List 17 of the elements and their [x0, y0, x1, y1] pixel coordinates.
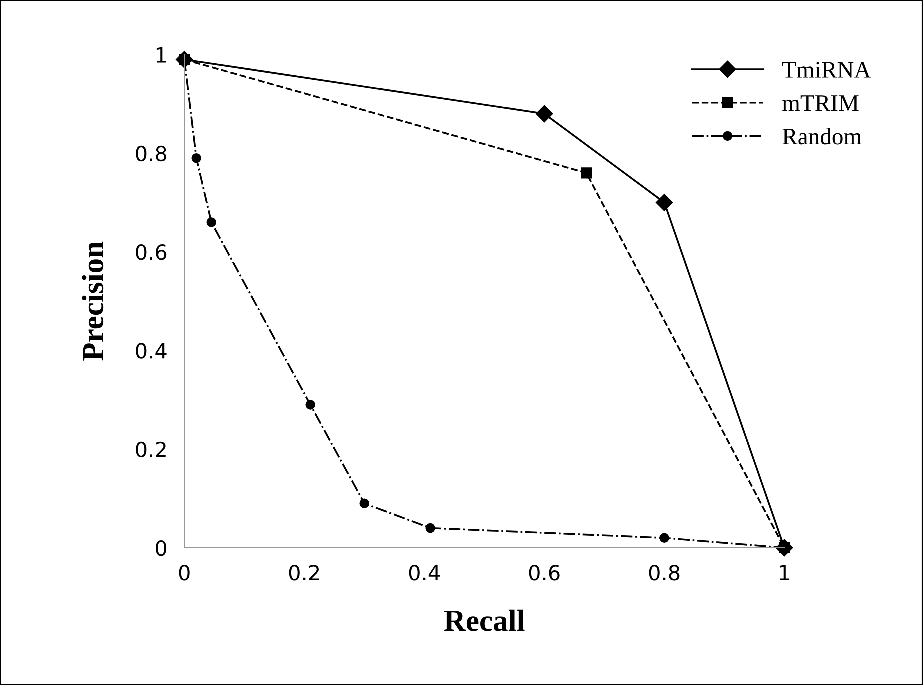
legend-label: Random: [782, 128, 862, 145]
legend-label: mTRIM: [782, 96, 859, 112]
y-tick-label: 0.2: [136, 442, 166, 458]
y-tick-label: 0.8: [136, 146, 167, 162]
x-axis-title: Recall: [444, 610, 525, 632]
y-axis-title: Precision: [82, 242, 104, 361]
y-tick-label: 0.6: [136, 244, 167, 260]
y-tick-label: 0: [156, 540, 167, 556]
legend-label: TmiRNA: [782, 62, 872, 78]
y-tick-label: 0.4: [136, 343, 167, 359]
y-tick-label: 1: [156, 48, 166, 63]
x-tick-label: 0.8: [649, 565, 680, 581]
x-tick-label: 0: [179, 565, 190, 581]
x-tick-label: 0.2: [289, 565, 320, 581]
x-tick-label: 0.4: [409, 565, 440, 581]
x-tick-label: 0.6: [529, 565, 560, 581]
x-tick-label: 1: [780, 565, 790, 580]
